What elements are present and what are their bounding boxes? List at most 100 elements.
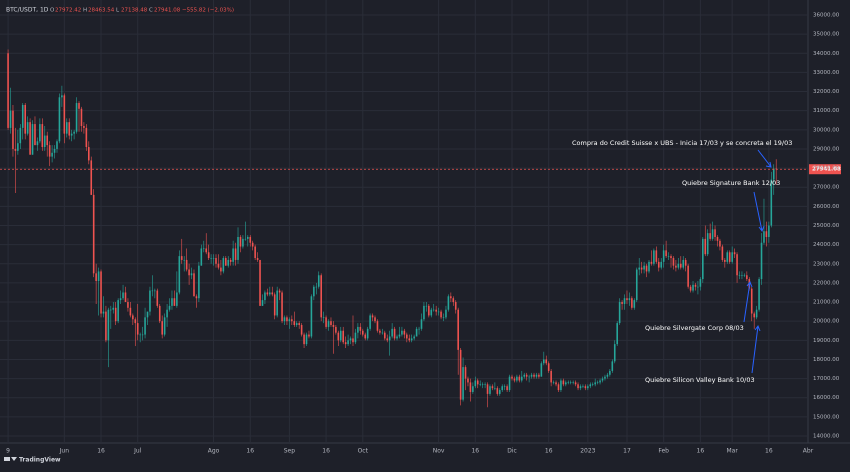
candle-body: [508, 376, 511, 391]
ohlc-value: 28463.54: [88, 8, 115, 14]
candle-body: [694, 284, 697, 287]
y-tick-label: 32000.00: [813, 89, 840, 95]
candle-body: [132, 315, 134, 320]
candle-body: [596, 382, 599, 384]
y-tick-label: 30000.00: [813, 127, 840, 133]
candle-body: [660, 261, 663, 268]
candle-body: [609, 370, 611, 375]
candle-body: [716, 236, 719, 241]
candle-body: [347, 340, 349, 345]
candle-body: [90, 160, 93, 195]
candle-body: [281, 292, 283, 322]
candle-body: [210, 258, 212, 259]
candle-body: [415, 328, 418, 337]
candle-body: [129, 307, 132, 316]
candle-body: [371, 315, 374, 318]
candle-body: [317, 275, 320, 287]
candle-body: [256, 258, 259, 260]
x-tick-label: Dic: [507, 448, 517, 455]
candle-body: [251, 242, 254, 247]
candle-body: [584, 386, 587, 389]
candle-body: [648, 261, 650, 272]
y-tick-label: 28000.00: [813, 166, 840, 172]
candle-body: [65, 122, 68, 134]
logo[interactable]: TradingView: [19, 457, 61, 464]
candle-body: [286, 317, 288, 322]
candle-body: [684, 259, 687, 266]
candle-body: [396, 336, 398, 339]
candle-body: [547, 363, 550, 371]
candle-body: [662, 250, 665, 262]
candle-body: [731, 252, 733, 262]
candle-body: [594, 382, 596, 385]
candle-body: [283, 317, 286, 322]
y-tick-label: 25000.00: [813, 223, 840, 229]
candle-body: [158, 305, 161, 322]
ohlc-value: 27941.08: [154, 8, 181, 14]
candle-body: [327, 321, 330, 327]
y-tick-label: 17000.00: [813, 376, 840, 382]
candle-body: [41, 124, 44, 148]
candle-body: [736, 254, 738, 276]
candle-body: [665, 250, 667, 257]
x-tick-label: Jul: [133, 448, 142, 455]
candle-body: [310, 296, 313, 337]
ohlc-key: O: [50, 8, 55, 14]
candle-body: [719, 240, 721, 247]
candle-body: [398, 334, 401, 337]
candle-body: [190, 273, 193, 276]
arrow: [753, 191, 765, 233]
candle-body: [298, 323, 300, 326]
candle-body: [616, 323, 618, 345]
candle-body: [102, 311, 105, 314]
candle-body: [247, 236, 249, 239]
candle-body: [530, 374, 533, 377]
candle-body: [738, 275, 741, 276]
candle-body: [374, 317, 376, 322]
candle-body: [105, 311, 107, 341]
candle-body: [80, 108, 83, 126]
candle-body: [606, 374, 609, 377]
y-tick-label: 35000.00: [813, 32, 840, 38]
candle-body: [97, 271, 100, 281]
candle-body: [567, 382, 570, 384]
candle-body: [447, 296, 450, 310]
candle-body: [709, 233, 711, 239]
candle-body: [650, 261, 653, 264]
candle-body: [36, 141, 39, 146]
candle-body: [127, 302, 129, 308]
candle-body: [339, 330, 342, 341]
candle-body: [237, 236, 239, 260]
candle-body: [305, 334, 308, 345]
candle-body: [70, 133, 73, 136]
candle-body: [599, 380, 601, 383]
candle-body: [188, 269, 190, 276]
candle-body: [733, 252, 736, 255]
candle-body: [479, 384, 482, 385]
arrow: [751, 324, 761, 374]
candle-body: [273, 294, 276, 316]
candle-body: [379, 330, 381, 333]
candle-body: [533, 374, 535, 377]
candle-body: [220, 267, 222, 272]
candle-body: [29, 122, 31, 155]
candle-body: [628, 298, 631, 301]
candle-body: [43, 135, 46, 148]
candle-body: [114, 307, 117, 322]
y-tick-label: 22000.00: [813, 280, 840, 286]
candle-body: [743, 275, 746, 276]
candle-body: [687, 265, 689, 287]
x-tick-label: 16: [697, 448, 705, 455]
candle-body: [58, 97, 61, 142]
x-tick-label: Feb: [658, 448, 669, 455]
y-tick-label: 29000.00: [813, 146, 840, 152]
candle-body: [185, 259, 188, 270]
ohlc-key: C: [149, 8, 153, 14]
candle-body: [523, 374, 526, 377]
candle-body: [437, 311, 440, 313]
candle-body: [503, 386, 506, 387]
overlay: 27941.08: [0, 164, 841, 175]
arrow: [757, 149, 772, 168]
candle-body: [442, 317, 445, 318]
y-tick-label: 27000.00: [813, 185, 840, 191]
